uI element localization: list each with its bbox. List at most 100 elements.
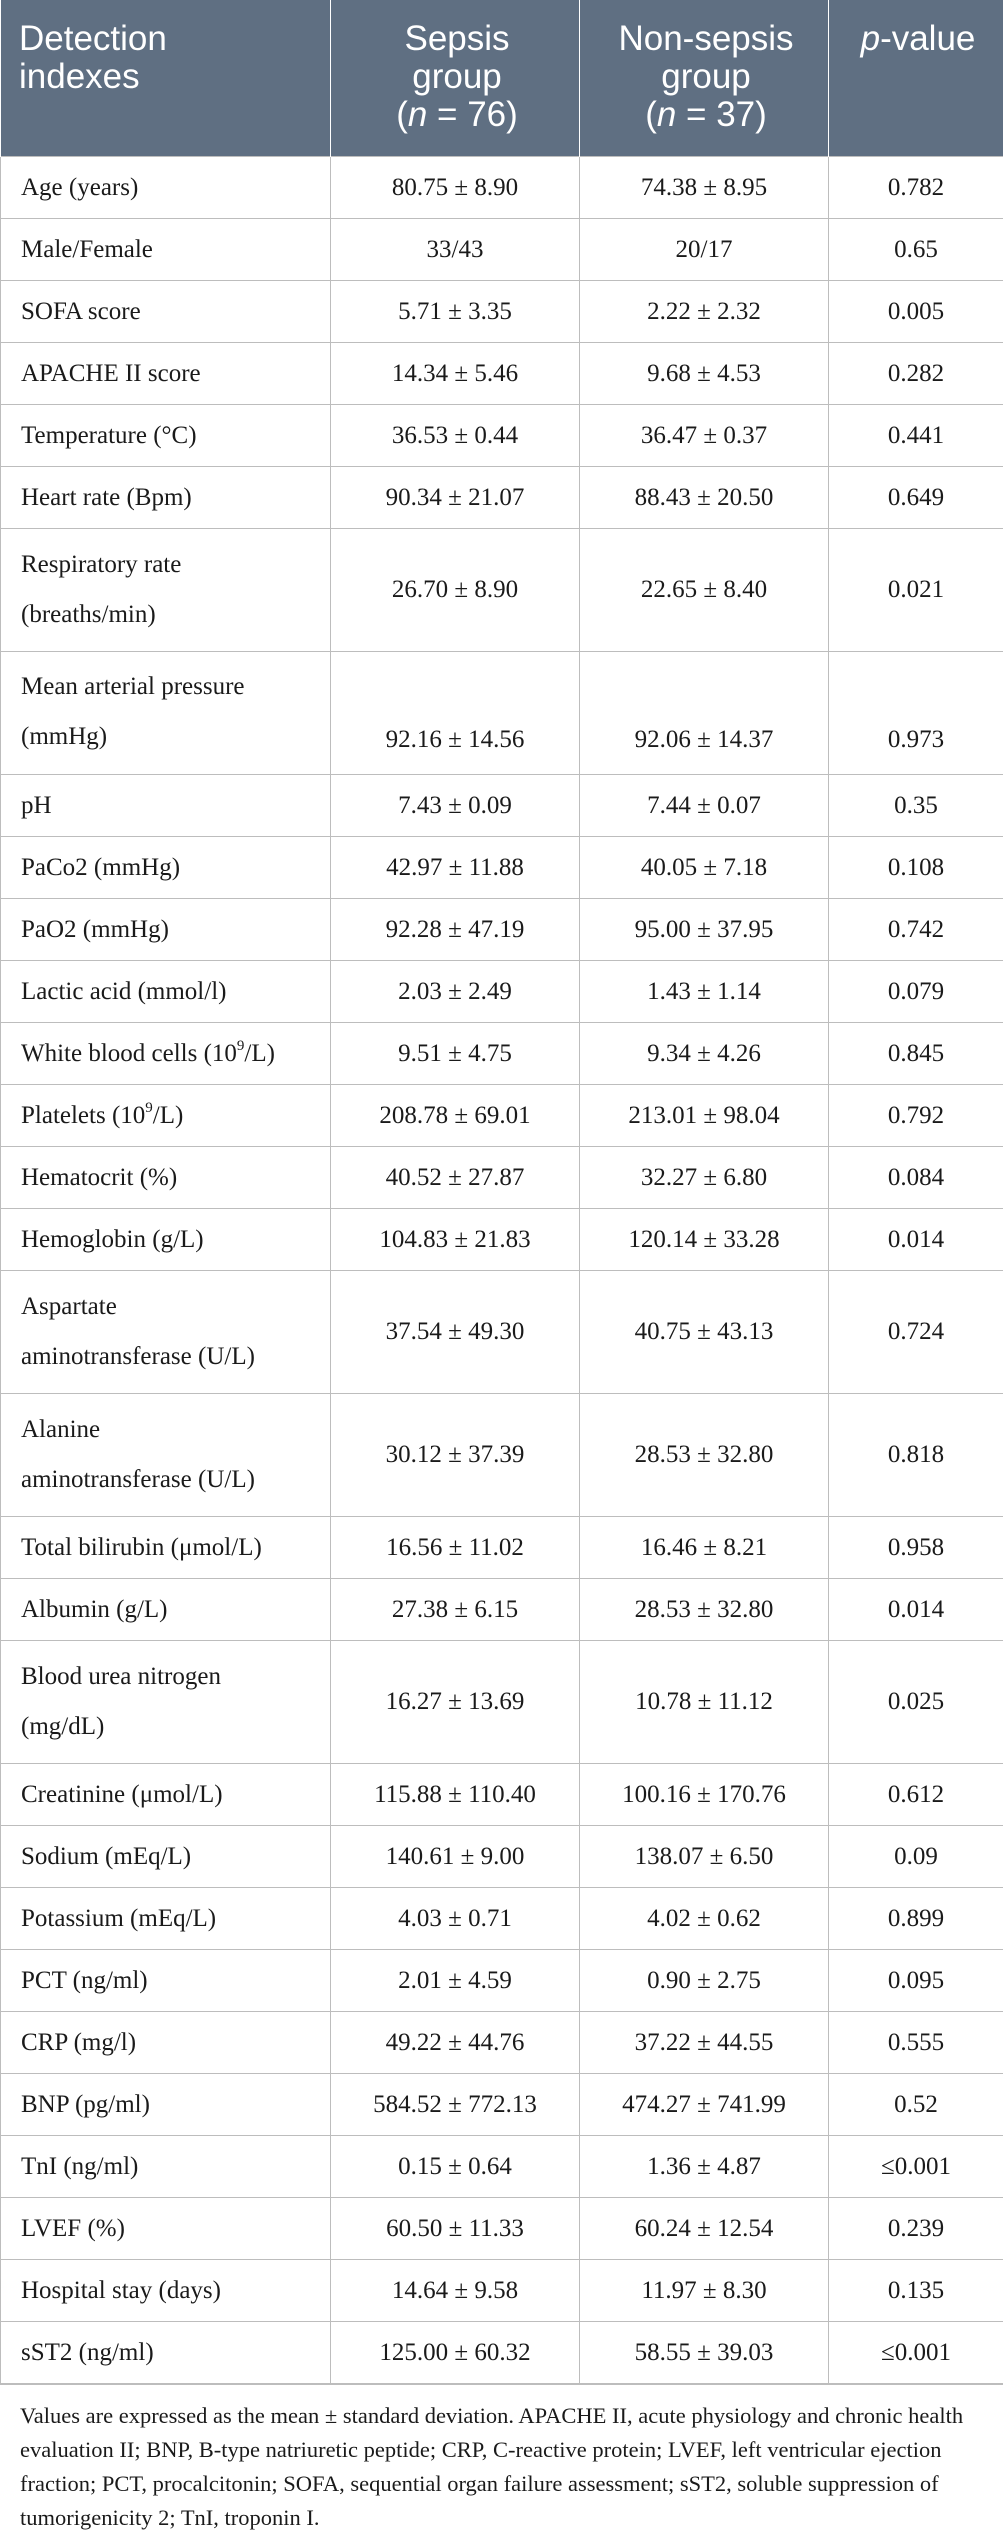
table-figure: Detection indexes Sepsis group (n = 76) …: [0, 0, 1003, 2477]
cell-p-value: 0.025: [829, 1640, 1003, 1763]
cell-sepsis-value: 0.15 ± 0.64: [331, 2135, 580, 2197]
cell-non-sepsis-value: 474.27 ± 741.99: [580, 2073, 829, 2135]
cell-non-sepsis-value: 213.01 ± 98.04: [580, 1084, 829, 1146]
cell-sepsis-value: 30.12 ± 37.39: [331, 1393, 580, 1516]
cell-index-label: pH: [1, 774, 331, 836]
cell-p-value: 0.899: [829, 1887, 1003, 1949]
cell-index-label: LVEF (%): [1, 2197, 331, 2259]
cell-sepsis-value: 16.27 ± 13.69: [331, 1640, 580, 1763]
cell-index-label: PaO2 (mmHg): [1, 898, 331, 960]
label-superscript: 9: [145, 1100, 153, 1116]
cell-index-label: APACHE II score: [1, 342, 331, 404]
cell-index-label: Heart rate (Bpm): [1, 466, 331, 528]
cell-index-label: White blood cells (109/L): [1, 1022, 331, 1084]
cell-sepsis-value: 115.88 ± 110.40: [331, 1763, 580, 1825]
cell-non-sepsis-value: 2.22 ± 2.32: [580, 280, 829, 342]
cell-sepsis-value: 92.28 ± 47.19: [331, 898, 580, 960]
cell-p-value: 0.014: [829, 1578, 1003, 1640]
cell-non-sepsis-value: 28.53 ± 32.80: [580, 1578, 829, 1640]
cell-sepsis-value: 90.34 ± 21.07: [331, 466, 580, 528]
cell-non-sepsis-value: 74.38 ± 8.95: [580, 156, 829, 218]
cell-p-value: 0.014: [829, 1208, 1003, 1270]
header-line: Non-sepsis: [598, 20, 814, 58]
header-line: Sepsis: [349, 20, 565, 58]
cell-index-label: PaCo2 (mmHg): [1, 836, 331, 898]
cell-sepsis-value: 36.53 ± 0.44: [331, 404, 580, 466]
cell-non-sepsis-value: 88.43 ± 20.50: [580, 466, 829, 528]
cell-non-sepsis-value: 120.14 ± 33.28: [580, 1208, 829, 1270]
label-text: /L): [244, 1040, 275, 1067]
header-n-line: (n = 37): [598, 96, 814, 134]
cell-p-value: 0.021: [829, 528, 1003, 651]
cell-index-label: Hematocrit (%): [1, 1146, 331, 1208]
label-text: White blood cells (10: [21, 1040, 237, 1067]
cell-non-sepsis-value: 58.55 ± 39.03: [580, 2321, 829, 2383]
cell-non-sepsis-value: 40.05 ± 7.18: [580, 836, 829, 898]
cell-index-label: Potassium (mEq/L): [1, 1887, 331, 1949]
table-header: Detection indexes Sepsis group (n = 76) …: [1, 0, 1003, 156]
cell-p-value: 0.441: [829, 404, 1003, 466]
cell-index-label: PCT (ng/ml): [1, 1949, 331, 2011]
table-row: Mean arterial pressure(mmHg)92.16 ± 14.5…: [1, 651, 1003, 774]
italic-n: n: [408, 95, 427, 134]
cell-sepsis-value: 14.64 ± 9.58: [331, 2259, 580, 2321]
cell-sepsis-value: 49.22 ± 44.76: [331, 2011, 580, 2073]
cell-sepsis-value: 40.52 ± 27.87: [331, 1146, 580, 1208]
cell-p-value: 0.095: [829, 1949, 1003, 2011]
header-p-value: p-value: [829, 0, 1003, 156]
cell-p-value: 0.818: [829, 1393, 1003, 1516]
cell-p-value: 0.782: [829, 156, 1003, 218]
header-non-sepsis-group: Non-sepsis group (n = 37): [580, 0, 829, 156]
cell-non-sepsis-value: 92.06 ± 14.37: [580, 651, 829, 774]
header-line: group: [598, 58, 814, 96]
cell-sepsis-value: 16.56 ± 11.02: [331, 1516, 580, 1578]
cell-p-value: 0.612: [829, 1763, 1003, 1825]
header-row: Detection indexes Sepsis group (n = 76) …: [1, 0, 1003, 156]
cell-sepsis-value: 27.38 ± 6.15: [331, 1578, 580, 1640]
table-footnote: Values are expressed as the mean ± stand…: [0, 2384, 1003, 2535]
cell-p-value: 0.084: [829, 1146, 1003, 1208]
cell-p-value: 0.108: [829, 836, 1003, 898]
cell-index-label: Albumin (g/L): [1, 1578, 331, 1640]
header-line: indexes: [19, 58, 316, 96]
cell-non-sepsis-value: 36.47 ± 0.37: [580, 404, 829, 466]
cell-p-value: ≤0.001: [829, 2321, 1003, 2383]
cell-non-sepsis-value: 22.65 ± 8.40: [580, 528, 829, 651]
cell-index-label: Total bilirubin (μmol/L): [1, 1516, 331, 1578]
cell-sepsis-value: 208.78 ± 69.01: [331, 1084, 580, 1146]
cell-index-label: Male/Female: [1, 218, 331, 280]
cell-p-value: 0.282: [829, 342, 1003, 404]
cell-p-value: 0.65: [829, 218, 1003, 280]
cell-p-value: 0.09: [829, 1825, 1003, 1887]
cell-p-value: 0.079: [829, 960, 1003, 1022]
cell-non-sepsis-value: 16.46 ± 8.21: [580, 1516, 829, 1578]
header-line: group: [349, 58, 565, 96]
cell-non-sepsis-value: 20/17: [580, 218, 829, 280]
label-line: (breaths/min): [21, 590, 320, 640]
cell-index-label: Temperature (°C): [1, 404, 331, 466]
cell-index-label: Lactic acid (mmol/l): [1, 960, 331, 1022]
label-text: /L): [153, 1102, 184, 1129]
label-line: aminotransferase (U/L): [21, 1332, 320, 1382]
cell-sepsis-value: 33/43: [331, 218, 580, 280]
cell-non-sepsis-value: 4.02 ± 0.62: [580, 1887, 829, 1949]
cell-sepsis-value: 584.52 ± 772.13: [331, 2073, 580, 2135]
cell-non-sepsis-value: 28.53 ± 32.80: [580, 1393, 829, 1516]
cell-sepsis-value: 7.43 ± 0.09: [331, 774, 580, 836]
label-line: Respiratory rate: [21, 540, 320, 590]
header-p-label: p-value: [847, 20, 989, 58]
cell-non-sepsis-value: 7.44 ± 0.07: [580, 774, 829, 836]
